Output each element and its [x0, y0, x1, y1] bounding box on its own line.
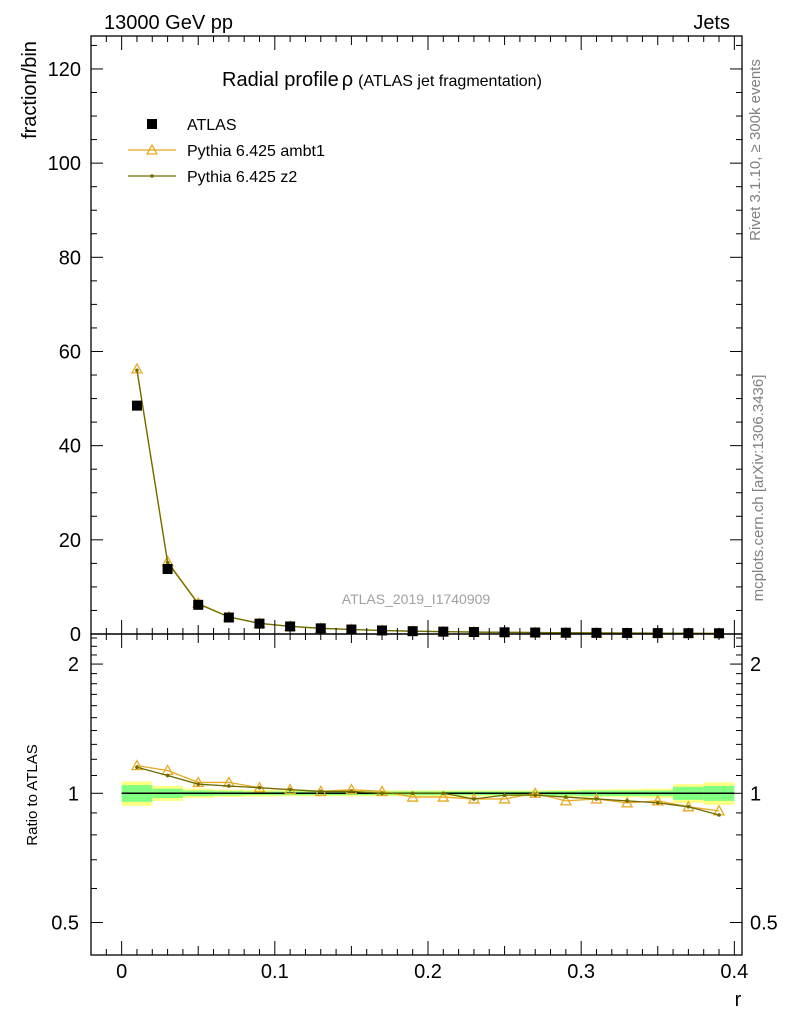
z2-ratio-point	[135, 765, 139, 770]
z2-ratio-series	[135, 765, 721, 817]
z2-ratio-point	[257, 785, 262, 790]
ratio-series	[130, 759, 726, 817]
ambt1-ratio-point	[345, 783, 358, 795]
legend-marker-triangle	[145, 143, 159, 155]
ambt1-ratio-point	[192, 776, 205, 788]
z2-ratio-point	[533, 793, 538, 797]
z2-ratio-point	[410, 791, 415, 796]
x-tick-label: 0	[116, 961, 127, 983]
atlas-point	[223, 612, 234, 623]
ambt1-ratio-point	[406, 790, 419, 802]
title-symbol: ρ	[342, 69, 353, 91]
legend-marker-dot	[150, 174, 154, 178]
ratio-ylabel: Ratio to ATLAS	[24, 744, 41, 845]
legend-item-ambt1: Pythia 6.425 ambt1	[128, 143, 325, 160]
legend-marker-square	[147, 119, 157, 129]
title-main: Radial profile	[222, 69, 339, 91]
ambt1-ratio-point	[437, 790, 450, 802]
x-tick-label: 0.2	[414, 961, 442, 983]
z2-ratio-point	[441, 791, 446, 796]
z2-point	[165, 560, 170, 565]
ambt1-ratio-point	[529, 786, 542, 798]
x-tick-label: 0.1	[261, 961, 289, 983]
header-right: Jets	[693, 12, 730, 34]
legend-item-atlas: ATLAS	[147, 117, 237, 134]
analysis-watermark: ATLAS_2019_I1740909	[342, 591, 491, 607]
ambt1-ratio-point	[498, 792, 511, 804]
x-tick-label: 0.4	[720, 961, 748, 983]
ratio-frame	[90, 633, 743, 956]
legend-label: Pythia 6.425 ambt1	[187, 143, 325, 160]
atlas-point	[162, 564, 173, 575]
z2-ratio-point	[380, 791, 384, 796]
chart-title: Radial profile ρ (ATLAS jet fragmentation)	[222, 69, 542, 91]
atlas-point	[193, 599, 204, 610]
ambt1-ratio-point	[375, 785, 389, 797]
side-label-top: Rivet 3.1.10, ≥ 300k events	[747, 59, 764, 241]
ambt1-ratio-point	[559, 794, 572, 806]
legend-label: Pythia 6.425 z2	[187, 169, 297, 186]
z2-point	[135, 368, 139, 373]
ambt1-ratio-line	[136, 764, 720, 812]
axes: 0 20 40 60 80 100 120 0 0.1 0.2 0.3 0.4 0.5 0.5 1 1 2 2	[48, 35, 778, 983]
ambt1-ratio-series	[130, 759, 726, 816]
z2-ratio-line	[136, 766, 720, 816]
main-ytick-label: 0	[70, 624, 81, 646]
ambt1-ratio-point	[621, 796, 634, 808]
header-left: 13000 GeV pp	[104, 12, 233, 34]
z2-ratio-point	[625, 799, 629, 803]
ratio-ytick-label: 0.5	[51, 912, 79, 934]
z2-ratio-point	[717, 813, 721, 817]
main-ytick-label: 60	[59, 341, 81, 363]
z2-ratio-point	[165, 773, 170, 778]
main-ytick-label: 120	[48, 59, 81, 81]
atlas-point	[131, 400, 142, 411]
z2-ratio-point	[594, 797, 599, 801]
z2-ratio-point	[227, 784, 231, 788]
side-label-bottom: mcplots.cern.ch [arXiv:1306.3436]	[750, 375, 767, 602]
ratio-ytick-label: 2	[68, 654, 79, 676]
main-ytick-label: 40	[59, 436, 81, 458]
x-axis-label: r	[735, 989, 742, 1011]
x-tick-label: 0.3	[567, 961, 595, 983]
z2-ratio-point	[318, 789, 323, 794]
z2-ratio-point	[686, 805, 691, 809]
z2-ratio-point	[472, 797, 476, 801]
z2-ratio-point	[288, 787, 292, 792]
main-ytick-label: 20	[59, 530, 81, 552]
legend: ATLAS Pythia 6.425 ambt1 Pythia 6.425 z2	[128, 117, 325, 186]
z2-ratio-point	[196, 782, 201, 786]
atlas-point	[285, 621, 296, 632]
ratio-ytick-label-right: 1	[750, 783, 761, 805]
ambt1-ratio-point	[651, 794, 664, 806]
legend-label: ATLAS	[187, 117, 237, 134]
title-subtitle: (ATLAS jet fragmentation)	[358, 73, 542, 90]
atlas-point	[254, 618, 265, 629]
z2-ratio-point	[349, 789, 354, 794]
main-ytick-label: 100	[48, 153, 81, 175]
ratio-ytick-label: 1	[68, 783, 79, 805]
z2-ratio-point	[502, 793, 507, 797]
main-ytick-label: 80	[59, 247, 81, 269]
ratio-ytick-label-right: 2	[750, 654, 761, 676]
ratio-ytick-label-right: 0.5	[750, 912, 778, 934]
ambt1-ratio-point	[130, 759, 144, 771]
z2-ratio-point	[655, 801, 660, 805]
main-ylabel: fraction/bin	[19, 41, 41, 139]
z2-ratio-point	[564, 795, 568, 799]
legend-item-z2: Pythia 6.425 z2	[128, 169, 297, 186]
